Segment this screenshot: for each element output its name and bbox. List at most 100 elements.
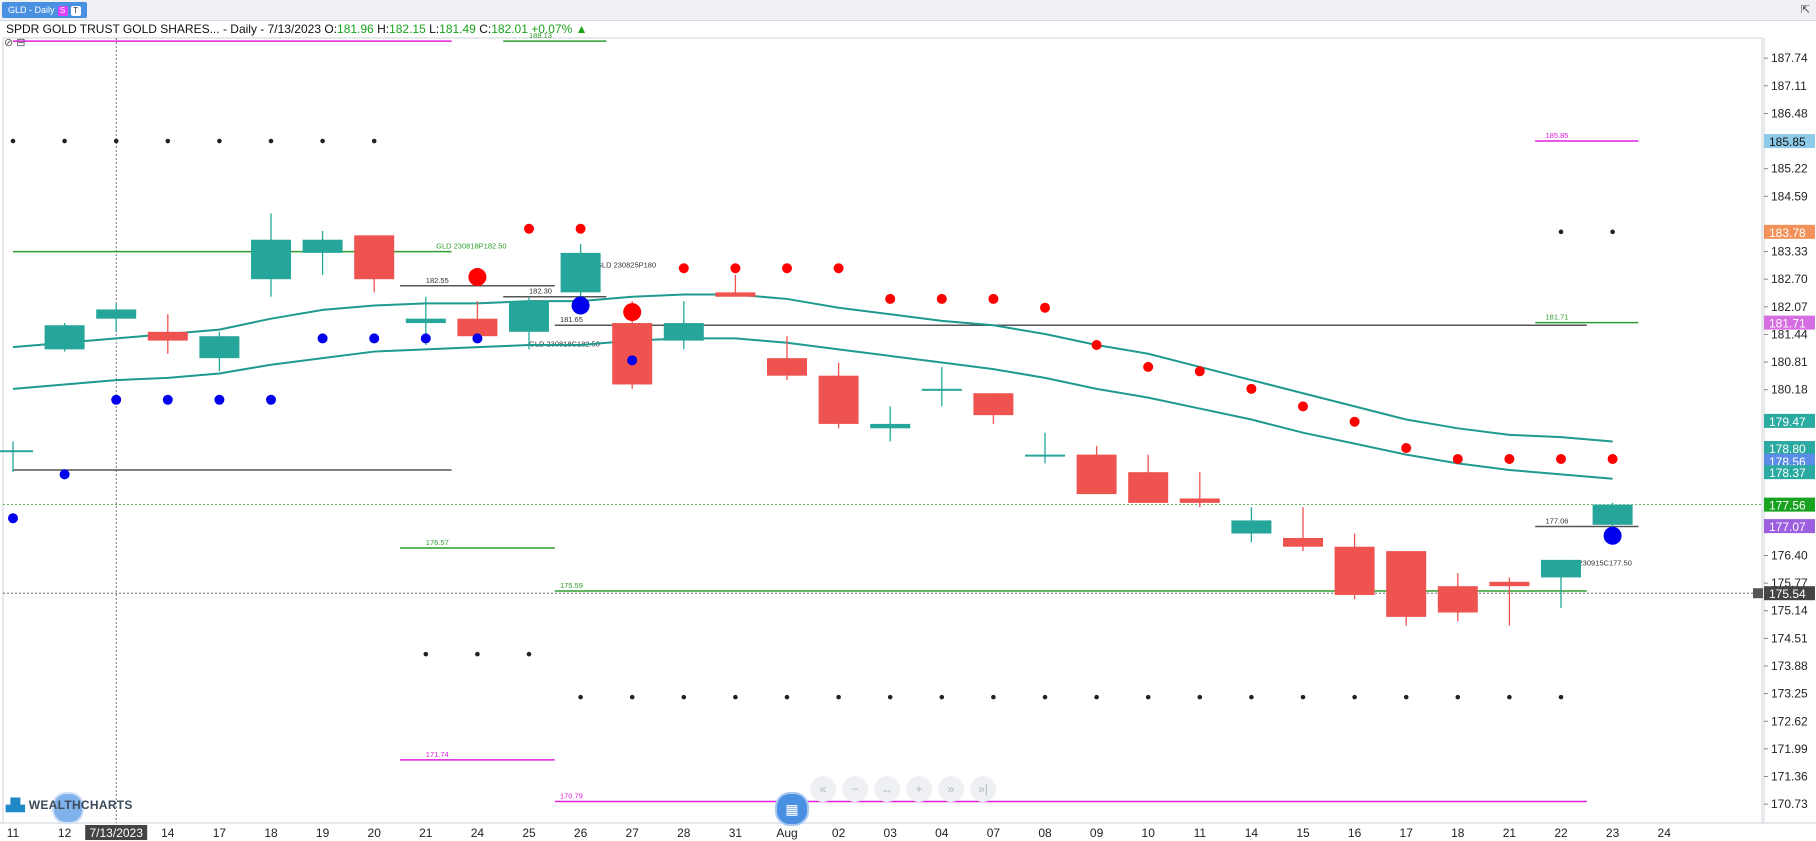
black-dot-marker (939, 694, 945, 700)
band-lower-line (12, 337, 1613, 480)
price-tag-box (1764, 465, 1815, 480)
y-tick-label: 182.70 (1771, 272, 1808, 286)
black-dot-marker (371, 138, 377, 144)
x-tick-label: 22 (1554, 826, 1568, 840)
candle-body (96, 309, 137, 319)
y-tick-label: 180.81 (1771, 355, 1808, 369)
black-dot-marker (629, 694, 635, 700)
red-dot-marker (1194, 366, 1205, 377)
y-tick-label: 174.51 (1771, 631, 1808, 645)
fit-button[interactable]: ↔ (874, 776, 900, 802)
red-dot-marker (1452, 454, 1463, 465)
wealthcharts-logo: ▟▙ WEALTHCHARTS (6, 798, 133, 812)
candle-body (870, 423, 911, 429)
price-tag-box (1764, 497, 1815, 512)
x-crosshair-date-box (85, 825, 148, 840)
close-label: C: (479, 22, 492, 36)
candle-body (973, 393, 1014, 416)
black-dot-marker (1249, 694, 1254, 700)
x-tick-label: 23 (1606, 826, 1620, 840)
x-tick-label: 11 (7, 826, 20, 840)
level-label: 176.57 (426, 538, 449, 547)
x-tick-label: 24 (1658, 826, 1672, 840)
candle-body (44, 325, 85, 350)
plot-frame (2, 37, 1763, 824)
red-large-marker (468, 268, 487, 287)
tool-badge[interactable]: T (70, 5, 81, 16)
x-tick-label: 18 (1451, 826, 1465, 840)
price-tag-value: 183.78 (1769, 226, 1806, 240)
collapse-icon[interactable]: ⊟ (16, 37, 26, 49)
black-dot-marker (681, 694, 687, 700)
candle-body (1437, 586, 1478, 613)
candle-body (1592, 504, 1633, 525)
logo-text: WEALTHCHARTS (28, 798, 133, 812)
black-dot-marker (733, 694, 738, 700)
price-tag-value: 177.56 (1769, 499, 1806, 513)
price-tag-value: 185.85 (1769, 135, 1806, 149)
chart-tab-label: GLD - Daily (8, 5, 55, 15)
candle-body (354, 235, 395, 280)
resize-icon[interactable]: ⇱ (1800, 4, 1810, 16)
level-label: 181.65 (560, 315, 583, 324)
price-tag-box (1764, 224, 1815, 239)
black-dot-marker (578, 694, 583, 700)
candle-body (612, 323, 653, 385)
price-tag-box (1764, 441, 1815, 456)
black-dot-marker (1352, 694, 1357, 700)
red-dot-marker (988, 293, 999, 304)
candle-body (0, 450, 33, 453)
calendar-button[interactable]: ▦ (775, 792, 809, 826)
x-tick-label: 31 (729, 826, 743, 840)
level-label: 177.06 (1546, 517, 1569, 526)
up-arrow-icon: ▲ (575, 22, 588, 36)
settings-button[interactable] (52, 792, 84, 824)
study-badge[interactable]: S (57, 5, 68, 16)
y-tick-label: 181.44 (1771, 327, 1808, 341)
red-dot-marker (885, 293, 896, 304)
level-label: GLD 230818C182.50 (529, 339, 600, 348)
red-dot-marker (524, 223, 534, 234)
x-tick-label: 12 (58, 826, 72, 840)
chart-tab[interactable]: GLD - Daily S T (2, 2, 87, 18)
candle-body (1231, 520, 1272, 534)
price-tag-box (1764, 453, 1815, 468)
blue-dot-marker (472, 333, 483, 344)
red-dot-marker (1040, 302, 1050, 313)
blue-dot-marker (627, 355, 638, 366)
x-tick-label: 07 (987, 826, 1001, 840)
scroll-end-button[interactable]: »| (970, 776, 996, 802)
blue-dot-marker (8, 513, 18, 524)
black-dot-marker (268, 138, 274, 144)
x-tick-label: 7/13/2023 (90, 826, 144, 840)
y-tick-label: 182.07 (1771, 300, 1808, 314)
candle-body (251, 239, 291, 280)
close-value: 182.01 (491, 22, 528, 36)
black-dot-marker (1455, 694, 1461, 700)
hide-icon[interactable]: ⊘ (4, 37, 14, 49)
level-label: GLD 230915C177.50 (1561, 559, 1632, 568)
red-dot-marker (575, 223, 586, 234)
y-tick-label: 173.88 (1771, 659, 1808, 673)
candle-body (767, 358, 807, 376)
level-label: 182.30 (529, 287, 552, 296)
low-value: 181.49 (439, 22, 476, 36)
red-dot-marker (730, 263, 741, 274)
black-dot-marker (1300, 694, 1306, 700)
red-large-marker (623, 303, 642, 322)
zoom-out-button[interactable]: − (842, 776, 868, 802)
scroll-forward-button[interactable]: » (938, 776, 964, 802)
x-tick-label: 08 (1038, 826, 1052, 840)
red-dot-marker (1091, 339, 1102, 350)
candle-body (921, 388, 962, 391)
black-dot-marker (836, 694, 841, 700)
high-value: 182.15 (389, 22, 426, 36)
y-tick-label: 187.11 (1771, 79, 1807, 93)
level-label: 185.85 (1546, 131, 1569, 140)
price-tag-box (1764, 315, 1815, 330)
scroll-start-button[interactable]: « (810, 776, 836, 802)
calendar-icon: ▦ (785, 801, 799, 817)
candle-body (509, 301, 549, 332)
zoom-in-button[interactable]: + (906, 776, 932, 802)
